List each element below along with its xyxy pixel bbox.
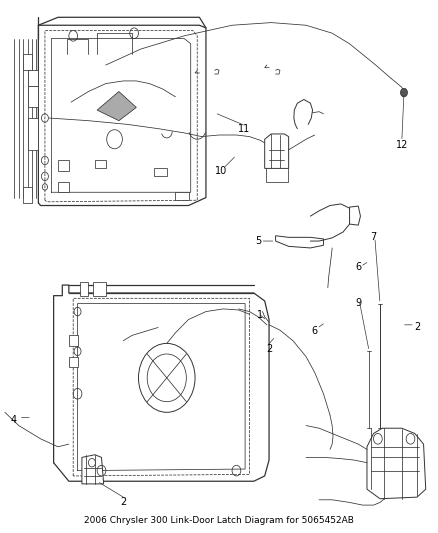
Polygon shape — [97, 92, 136, 120]
Polygon shape — [28, 86, 39, 108]
Polygon shape — [23, 187, 32, 203]
Polygon shape — [276, 236, 323, 248]
Polygon shape — [58, 160, 69, 171]
Text: 7: 7 — [371, 232, 377, 243]
Text: 6: 6 — [355, 262, 361, 271]
Text: 2: 2 — [266, 344, 272, 354]
Polygon shape — [266, 168, 288, 182]
Polygon shape — [93, 282, 106, 296]
Polygon shape — [176, 192, 188, 200]
Polygon shape — [23, 54, 32, 70]
Text: 2: 2 — [120, 497, 127, 507]
Text: 6: 6 — [312, 326, 318, 336]
Text: 9: 9 — [355, 297, 361, 308]
Polygon shape — [350, 206, 360, 225]
Polygon shape — [95, 160, 106, 168]
Polygon shape — [154, 168, 167, 176]
Polygon shape — [28, 118, 39, 150]
Circle shape — [88, 458, 95, 467]
Polygon shape — [82, 455, 104, 484]
Text: 1: 1 — [257, 310, 263, 320]
Text: 4: 4 — [11, 415, 17, 425]
Polygon shape — [265, 134, 289, 168]
Text: 11: 11 — [238, 124, 251, 134]
Text: 2006 Chrysler 300 Link-Door Latch Diagram for 5065452AB: 2006 Chrysler 300 Link-Door Latch Diagra… — [84, 516, 354, 525]
Polygon shape — [367, 428, 426, 499]
Text: 12: 12 — [396, 140, 408, 150]
Text: 2: 2 — [414, 322, 420, 333]
Polygon shape — [80, 282, 88, 296]
Polygon shape — [69, 335, 78, 346]
Text: 5: 5 — [255, 236, 261, 246]
Polygon shape — [28, 70, 39, 86]
Polygon shape — [69, 357, 78, 367]
Polygon shape — [58, 182, 69, 192]
Circle shape — [400, 88, 407, 97]
Text: 10: 10 — [215, 166, 227, 176]
